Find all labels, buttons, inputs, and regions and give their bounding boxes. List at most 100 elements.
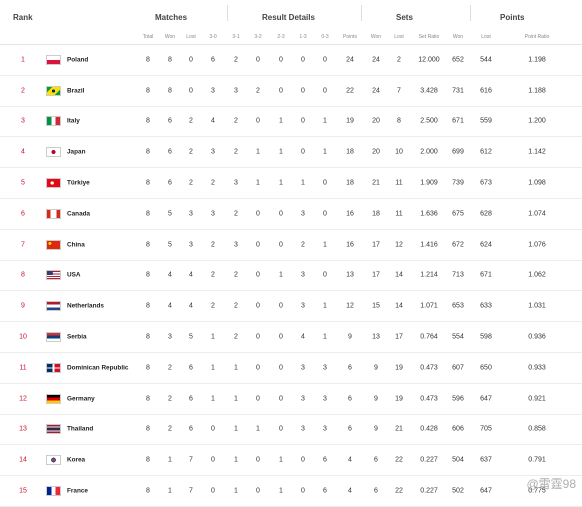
stat-cell: 2.500 (420, 117, 438, 125)
table-row[interactable]: 14 Korea 8 1 7 0 1 0 1 0 6 4 6 22 0.227 504 637 0.791 (0, 445, 582, 477)
stat-cell: 3 (301, 302, 305, 310)
stat-cell: 633 (480, 302, 492, 310)
divider (227, 5, 228, 21)
stat-cell: 2 (168, 425, 172, 433)
team-name[interactable]: Canada (67, 210, 91, 218)
stat-cell: 1.074 (528, 210, 546, 218)
stat-cell: 19 (395, 364, 403, 372)
table-row[interactable]: 11 Dominican Republic 8 2 6 1 1 0 0 3 3 6 9 19 0.473 60… (0, 353, 582, 384)
team-name[interactable]: Serbia (67, 333, 87, 341)
table-row[interactable]: 9 Netherlands 8 4 4 2 2 0 0 3 1 12 15 14 1.071 653 633 1.… (0, 291, 582, 323)
stat-cell: 1 (256, 179, 260, 187)
stat-cell: 1 (323, 333, 327, 341)
team-name[interactable]: Japan (67, 148, 86, 156)
stat-cell: 6 (348, 395, 352, 403)
stat-cell: 0.473 (420, 364, 438, 372)
team-name[interactable]: China (67, 241, 85, 249)
team-name[interactable]: Italy (67, 117, 80, 125)
stat-cell: 2 (211, 241, 215, 249)
stat-cell: 21 (395, 425, 403, 433)
stat-cell: 1 (168, 456, 172, 464)
table-row[interactable]: 7 China 8 5 3 2 3 0 0 2 1 16 17 12 1.416 672 624 1.076 (0, 230, 582, 261)
stat-cell: 15 (372, 302, 380, 310)
table-row[interactable]: 1 Poland 8 8 0 6 2 0 0 0 0 24 24 2 12.000 652 544 1.198 (0, 45, 582, 76)
table-row[interactable]: 3 Italy 8 6 2 4 2 0 1 0 1 19 20 8 2.500 671 559 1.200 (0, 107, 582, 138)
flag-pl-icon (46, 54, 61, 65)
table-row[interactable]: 15 France 8 1 7 0 1 0 1 0 6 4 6 22 0.227 502 647 0.775 (0, 476, 582, 507)
stat-cell: 1.062 (528, 271, 546, 279)
stat-cell: 0 (323, 210, 327, 218)
table-row[interactable]: 2 Brazil 8 8 0 3 3 2 0 0 0 22 24 7 3.428 731 616 1.188 (0, 76, 582, 107)
flag-it-icon (46, 116, 61, 127)
team-name[interactable]: Poland (67, 56, 89, 64)
stat-cell: 4 (211, 117, 215, 125)
flag-kr-icon (46, 455, 61, 466)
table-row[interactable]: 12 Germany 8 2 6 1 1 0 0 3 3 6 9 19 0.473 596 647 0.921 (0, 384, 582, 415)
team-name[interactable]: Brazil (67, 87, 85, 95)
stat-cell: 22 (395, 456, 403, 464)
stat-cell: 0 (211, 487, 215, 495)
stat-cell: 559 (480, 117, 492, 125)
team-name[interactable]: Dominican Republic (67, 364, 129, 372)
flag-br-icon (46, 85, 61, 96)
stat-cell: 628 (480, 210, 492, 218)
stat-cell: 8 (146, 179, 150, 187)
stat-cell: 4 (301, 333, 305, 341)
stat-cell: 2 (189, 117, 193, 125)
flag-de-icon (46, 393, 61, 404)
stat-cell: 17 (372, 241, 380, 249)
team-name[interactable]: Netherlands (67, 302, 104, 310)
subheader-cell: 3-1 (232, 34, 240, 40)
stat-cell: 0.933 (528, 364, 546, 372)
stat-cell: 0.428 (420, 425, 438, 433)
stat-cell: 0 (323, 87, 327, 95)
divider (361, 5, 362, 21)
team-name[interactable]: USA (67, 271, 81, 279)
stat-cell: 0 (256, 395, 260, 403)
stat-cell: 673 (480, 179, 492, 187)
table-row[interactable]: 8 USA 8 4 4 2 2 0 1 3 0 13 17 14 1.214 713 671 1.062 (0, 261, 582, 292)
stat-cell: 0 (301, 487, 305, 495)
rank-cell: 13 (19, 425, 27, 433)
stat-cell: 4 (189, 271, 193, 279)
stat-cell: 1 (168, 487, 172, 495)
stat-cell: 1 (211, 333, 215, 341)
stat-cell: 2 (211, 179, 215, 187)
stat-cell: 3 (301, 364, 305, 372)
stat-cell: 672 (452, 241, 464, 249)
team-name[interactable]: Germany (67, 395, 95, 403)
team-name[interactable]: Korea (67, 456, 86, 464)
stat-cell: 24 (372, 87, 380, 95)
stat-cell: 607 (452, 364, 464, 372)
stat-cell: 1.031 (528, 302, 546, 310)
team-name[interactable]: France (67, 487, 88, 495)
stat-cell: 8 (146, 364, 150, 372)
stat-cell: 3 (234, 179, 238, 187)
team-name[interactable]: Thailand (67, 425, 94, 433)
stat-cell: 0.858 (528, 425, 546, 433)
stat-cell: 6 (211, 56, 215, 64)
table-row[interactable]: 4 Japan 8 6 2 3 2 1 1 0 1 18 20 10 2.000 699 612 1.142 (0, 137, 582, 169)
rank-cell: 7 (21, 241, 25, 249)
subheader-cell: Total (142, 34, 154, 40)
stat-cell: 8 (146, 271, 150, 279)
table-row[interactable]: 6 Canada 8 5 3 3 2 0 0 3 0 16 18 11 1.636 675 628 1.074 (0, 199, 582, 230)
stat-cell: 2.000 (420, 148, 438, 156)
team-name[interactable]: Türkiye (67, 179, 90, 187)
stat-cell: 20 (372, 117, 380, 125)
table-row[interactable]: 13 Thailand 8 2 6 0 1 1 0 3 3 6 9 21 0.428 606 705 0.858 (0, 415, 582, 446)
stat-cell: 7 (397, 87, 401, 95)
rank-cell: 1 (21, 56, 25, 64)
stat-cell: 17 (372, 271, 380, 279)
stat-cell: 0 (256, 487, 260, 495)
stat-cell: 12 (395, 241, 403, 249)
table-row[interactable]: 5 Türkiye 8 6 2 2 3 1 1 1 0 18 21 11 1.909 739 673 1.098 (0, 168, 582, 199)
stat-cell: 0 (256, 333, 260, 341)
subheader-cell: 3-2 (254, 34, 262, 40)
subheader-cell: Points (343, 34, 357, 40)
subheader-row: Total Won Lost 3-0 3-1 3-2 2-3 1-3 0-3 Points Won L… (0, 30, 582, 45)
stat-cell: 2 (234, 210, 238, 218)
table-row[interactable]: 10 Serbia 8 3 5 1 2 0 0 4 1 9 13 17 0.764 554 598 0.936 (0, 322, 582, 353)
stat-cell: 8 (146, 456, 150, 464)
stat-cell: 4 (348, 487, 352, 495)
